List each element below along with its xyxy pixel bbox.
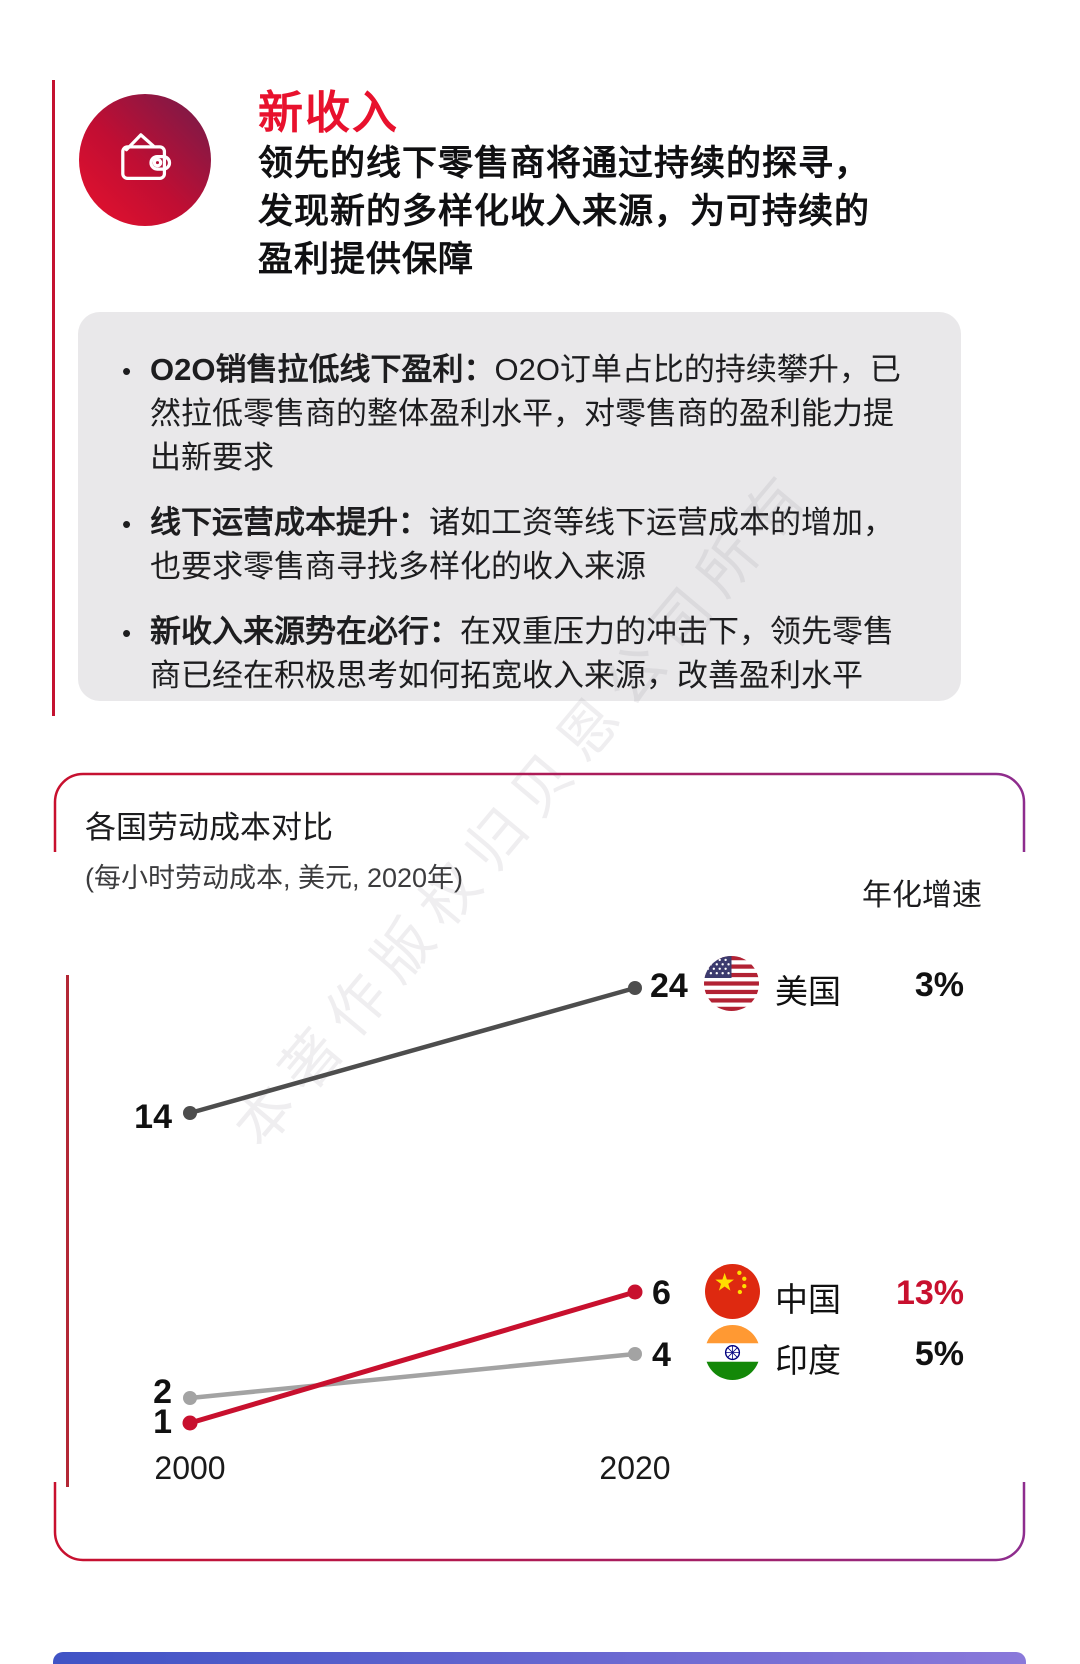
bullet-text: 新收入来源势在必行：在双重压力的冲击下，领先零售商已经在积极思考如何拓宽收入来源… bbox=[150, 610, 913, 698]
y-axis-line bbox=[66, 975, 69, 1487]
us-flag-icon bbox=[704, 956, 759, 1011]
bullet-lead: 新收入来源势在必行： bbox=[150, 614, 460, 649]
bullet-dot: • bbox=[122, 509, 132, 539]
bullet-dot: • bbox=[122, 618, 132, 648]
bullet-item: • 线下运营成本提升：诸如工资等线下运营成本的增加，也要求零售商寻找多样化的收入… bbox=[122, 501, 913, 589]
accent-line bbox=[52, 80, 55, 716]
x-axis-label-2020: 2020 bbox=[599, 1450, 671, 1486]
china-label: 中国 bbox=[775, 1281, 841, 1318]
chart-subtitle: (每小时劳动成本, 美元, 2020年) bbox=[85, 863, 464, 893]
china-flag-icon bbox=[705, 1264, 760, 1319]
bullet-item: • O2O销售拉低线下盈利：O2O订单占比的持续攀升，已然拉低零售商的整体盈利水… bbox=[122, 348, 913, 480]
india-line bbox=[183, 1347, 642, 1405]
chart-title: 各国劳动成本对比 bbox=[85, 810, 333, 845]
x-axis-label-2000: 2000 bbox=[154, 1450, 226, 1486]
page-title: 新收入 bbox=[258, 87, 400, 138]
wallet-icon bbox=[108, 121, 182, 200]
us-growth-value: 3% bbox=[914, 966, 964, 1004]
bullet-body: O2O订单占比的持续攀升，已然拉低零售商的整体盈利水平，对零售商的盈利能力提出新… bbox=[150, 352, 901, 475]
growth-column-header: 年化增速 bbox=[862, 879, 982, 912]
bullet-item: • 新收入来源势在必行：在双重压力的冲击下，领先零售商已经在积极思考如何拓宽收入… bbox=[122, 610, 913, 698]
china-start-value: 1 bbox=[153, 1403, 172, 1441]
bullet-text: O2O销售拉低线下盈利：O2O订单占比的持续攀升，已然拉低零售商的整体盈利水平，… bbox=[150, 348, 913, 480]
subtitle-line: 发现新的多样化收入来源，为可持续的 bbox=[258, 192, 871, 231]
india-flag-icon bbox=[705, 1325, 760, 1380]
us-label: 美国 bbox=[775, 973, 841, 1010]
india-growth-value: 5% bbox=[914, 1335, 964, 1373]
revenue-icon-circle bbox=[79, 94, 211, 226]
subtitle-line: 盈利提供保障 bbox=[258, 240, 475, 279]
china-line bbox=[182, 1284, 643, 1431]
subtitle-line: 领先的线下零售商将通过持续的探寻， bbox=[258, 144, 871, 183]
bullet-body: 诸如工资等线下运营成本的增加，也要求零售商寻找多样化的收入来源 bbox=[150, 505, 894, 584]
labor-cost-chart-card: 各国劳动成本对比 (每小时劳动成本, 美元, 2020年) 年化增速 bbox=[53, 772, 1026, 1562]
india-start-value: 2 bbox=[153, 1373, 172, 1411]
china-end-value: 6 bbox=[652, 1274, 671, 1312]
next-card-top-edge bbox=[53, 1652, 1026, 1664]
us-line bbox=[183, 981, 642, 1120]
card-border bbox=[53, 772, 1026, 1562]
us-start-value: 14 bbox=[134, 1098, 172, 1136]
india-end-value: 4 bbox=[652, 1336, 671, 1374]
bullet-lead: 线下运营成本提升： bbox=[150, 505, 429, 540]
page-subtitle: 领先的线下零售商将通过持续的探寻， 发现新的多样化收入来源，为可持续的 盈利提供… bbox=[258, 140, 870, 284]
key-points-panel: • O2O销售拉低线下盈利：O2O订单占比的持续攀升，已然拉低零售商的整体盈利水… bbox=[78, 312, 961, 701]
slope-chart bbox=[182, 981, 643, 1431]
us-end-value: 24 bbox=[650, 967, 688, 1005]
bullet-body: 在双重压力的冲击下，领先零售商已经在积极思考如何拓宽收入来源，改善盈利水平 bbox=[150, 614, 894, 693]
china-growth-value: 13% bbox=[895, 1274, 964, 1312]
bullet-lead: O2O销售拉低线下盈利： bbox=[150, 352, 495, 387]
bullet-text: 线下运营成本提升：诸如工资等线下运营成本的增加，也要求零售商寻找多样化的收入来源 bbox=[150, 501, 913, 589]
india-label: 印度 bbox=[775, 1342, 841, 1379]
bullet-dot: • bbox=[122, 356, 132, 386]
